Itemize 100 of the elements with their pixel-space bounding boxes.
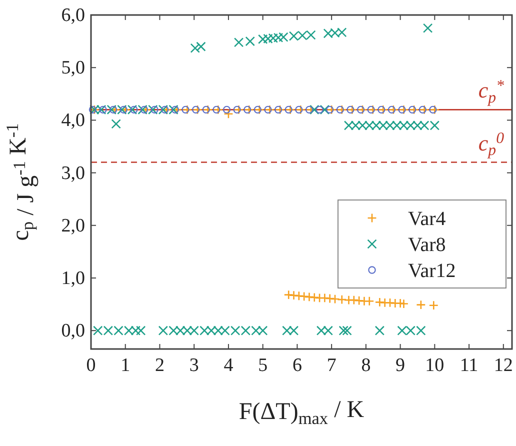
point xyxy=(416,300,426,310)
point xyxy=(109,106,118,114)
y-tick-label: 1,0 xyxy=(61,268,85,289)
point xyxy=(337,294,347,304)
y-tick-label: 2,0 xyxy=(61,215,85,236)
point xyxy=(212,106,220,114)
point xyxy=(120,106,128,114)
point xyxy=(288,290,299,300)
x-tick-label: 7 xyxy=(326,355,336,376)
point xyxy=(294,291,304,301)
point xyxy=(428,300,438,310)
point xyxy=(244,104,254,115)
point xyxy=(285,104,296,115)
point xyxy=(203,104,213,115)
x-tick-label: 11 xyxy=(460,355,478,376)
point xyxy=(202,106,210,114)
point xyxy=(299,292,309,302)
point xyxy=(378,104,388,115)
point xyxy=(346,106,354,114)
point xyxy=(368,104,378,115)
point xyxy=(274,106,282,114)
point xyxy=(295,106,303,114)
point xyxy=(213,104,224,115)
point xyxy=(398,104,409,115)
point xyxy=(409,104,419,115)
point xyxy=(254,104,264,115)
point xyxy=(358,104,368,115)
point xyxy=(305,106,314,114)
legend-label: Var8 xyxy=(408,234,446,256)
point xyxy=(430,104,440,115)
point xyxy=(326,104,336,115)
point xyxy=(244,106,252,114)
y-tick-label: 5,0 xyxy=(61,58,85,79)
point xyxy=(354,296,364,306)
point xyxy=(284,106,292,114)
x-tick-label: 3 xyxy=(189,355,199,376)
point xyxy=(325,294,335,304)
point xyxy=(418,106,426,114)
point xyxy=(420,104,430,115)
point xyxy=(222,106,231,114)
point xyxy=(130,106,138,114)
point xyxy=(326,106,334,114)
point xyxy=(233,106,241,114)
point xyxy=(398,106,406,114)
x-tick-label: 6 xyxy=(292,355,302,376)
point xyxy=(378,106,386,114)
point xyxy=(316,106,324,114)
y-tick-label: 4,0 xyxy=(61,110,85,132)
x-tick-label: 12 xyxy=(494,355,513,376)
x-tick-label: 9 xyxy=(396,355,406,376)
point xyxy=(310,292,320,302)
point xyxy=(385,298,395,308)
point xyxy=(88,106,97,114)
x-axis-title: F(ΔT)$_{max}$ / K xyxy=(238,396,365,428)
point xyxy=(388,104,398,115)
x-tick-label: 2 xyxy=(154,355,164,376)
point xyxy=(150,106,158,114)
y-tick-label: 3,0 xyxy=(61,162,85,184)
point xyxy=(296,104,306,115)
point xyxy=(347,104,358,115)
point xyxy=(337,104,347,115)
x-tick-label: 1 xyxy=(120,355,130,376)
point xyxy=(356,106,365,114)
point xyxy=(320,293,330,303)
point xyxy=(182,106,190,114)
point xyxy=(99,106,107,114)
y-tick-label: 0,0 xyxy=(61,320,85,342)
point xyxy=(264,104,275,115)
point xyxy=(374,297,385,308)
point xyxy=(367,106,375,114)
legend-label: Var4 xyxy=(408,208,446,230)
point xyxy=(364,296,374,306)
legend-label: Var12 xyxy=(408,260,456,282)
point xyxy=(304,292,314,302)
x-tick-label: 10 xyxy=(425,355,444,376)
x-tick-label: 8 xyxy=(361,355,371,376)
x-tick-label: 5 xyxy=(258,355,268,376)
point xyxy=(234,104,244,115)
point xyxy=(161,106,169,114)
point xyxy=(254,106,262,114)
point xyxy=(388,106,396,114)
point xyxy=(171,106,180,114)
y-tick-label: 6,0 xyxy=(61,5,85,26)
x-tick-label: 4 xyxy=(224,355,234,376)
point xyxy=(192,106,200,114)
point xyxy=(224,109,234,119)
point xyxy=(264,106,272,114)
point xyxy=(336,106,344,114)
point xyxy=(349,295,359,305)
point xyxy=(330,294,340,304)
point xyxy=(408,106,416,114)
point xyxy=(284,290,294,300)
point xyxy=(395,298,406,308)
point xyxy=(140,106,148,114)
point xyxy=(182,104,192,115)
point xyxy=(398,298,409,309)
point xyxy=(192,104,202,115)
point xyxy=(275,104,285,115)
x-tick-label: 0 xyxy=(86,355,96,376)
point xyxy=(429,106,437,114)
